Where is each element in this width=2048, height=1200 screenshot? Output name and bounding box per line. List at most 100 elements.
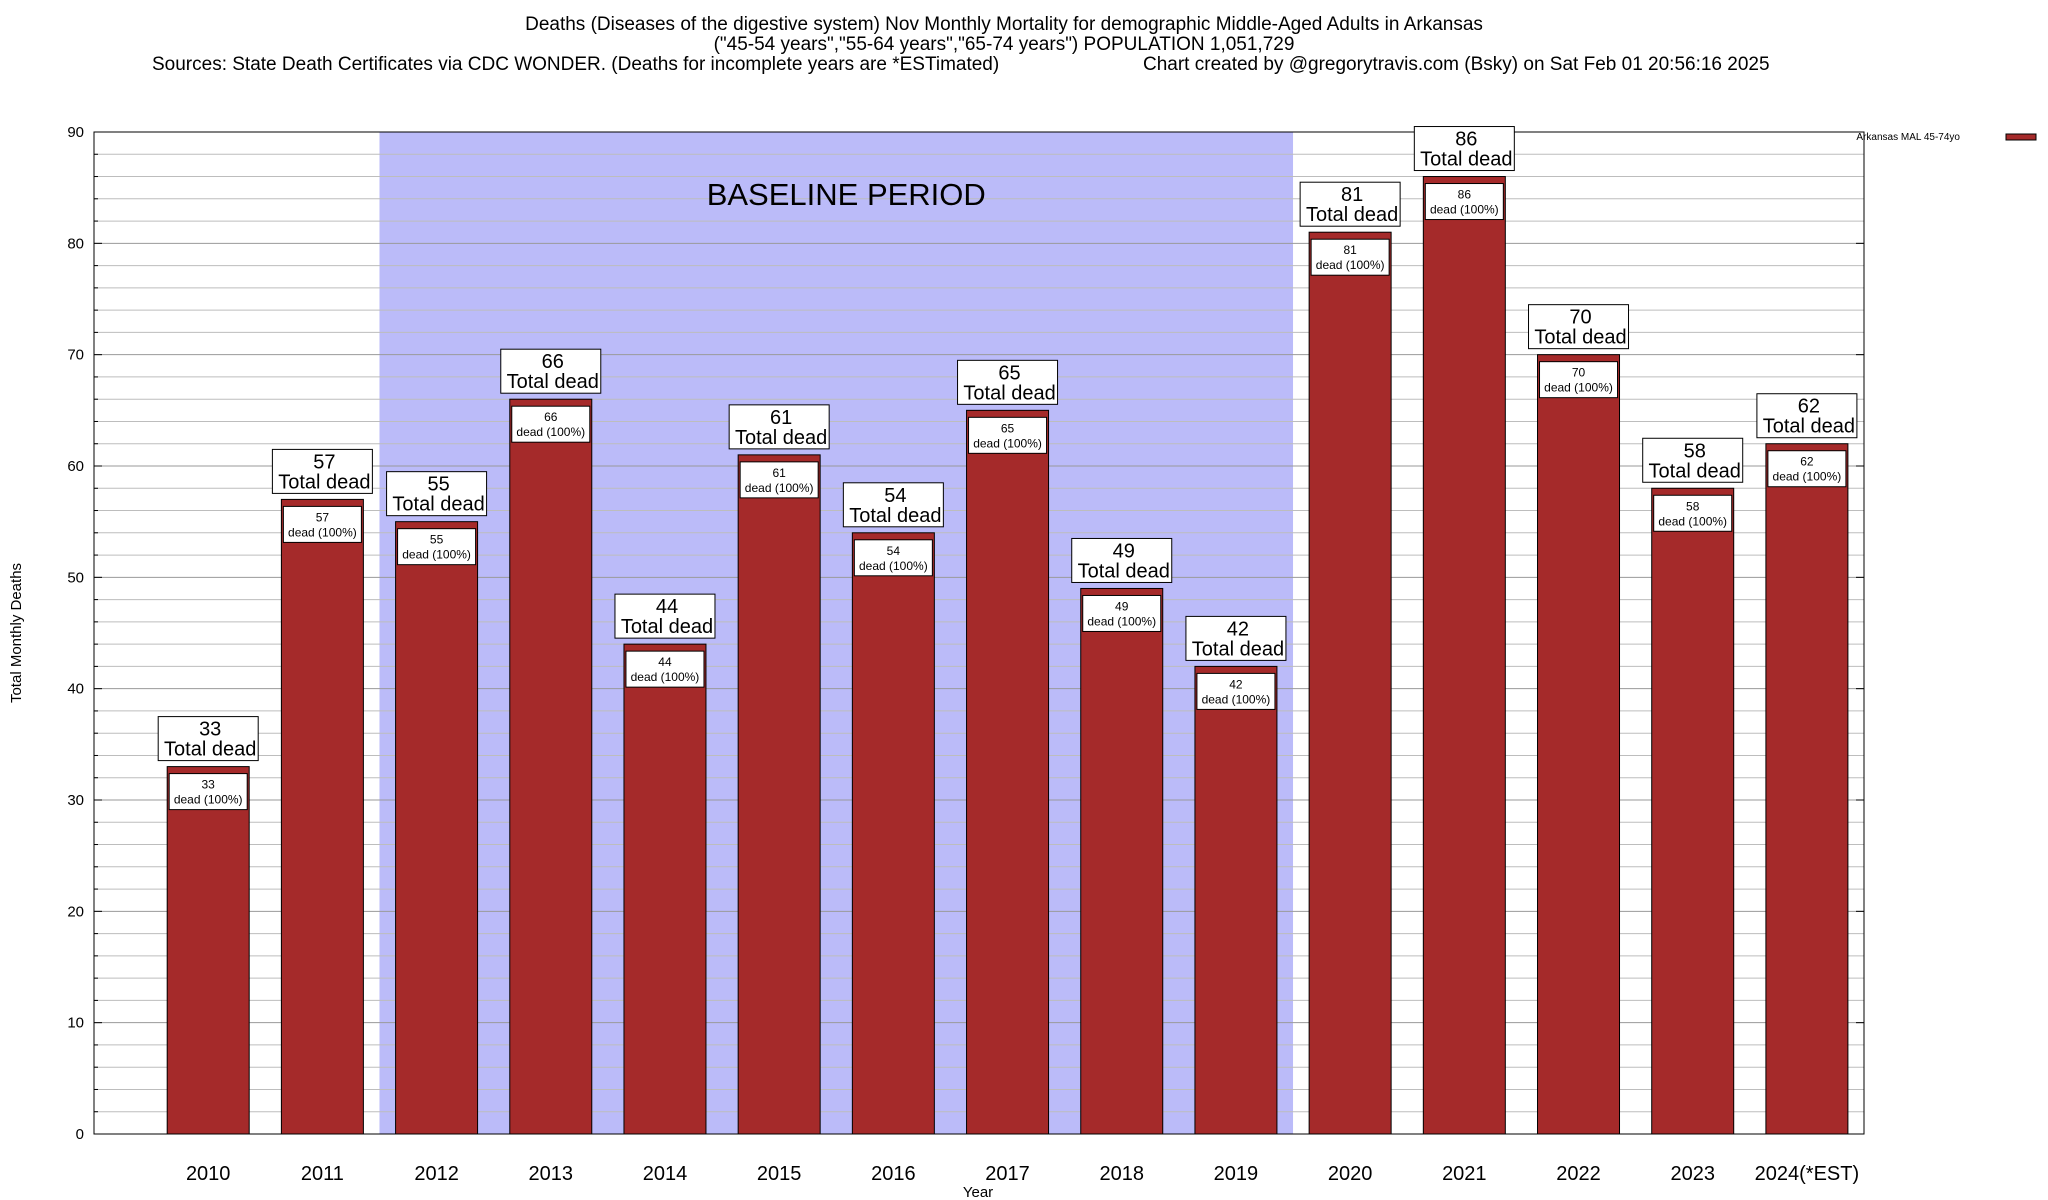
bar-top-label: Total dead bbox=[621, 616, 713, 638]
bar-top-label-box bbox=[957, 359, 1059, 405]
bar bbox=[851, 532, 935, 1135]
bar-top-value: 66 bbox=[542, 351, 564, 373]
bar-inner-label: dead (100%) bbox=[1087, 614, 1156, 628]
bar-top-label: Total dead bbox=[735, 427, 827, 449]
bar-top-value: 42 bbox=[1227, 618, 1249, 640]
bar-top-label: Total dead bbox=[1649, 460, 1741, 482]
bar bbox=[395, 521, 479, 1135]
bar-inner-value: 42 bbox=[1229, 677, 1243, 691]
baseline-period-label: BASELINE PERIOD bbox=[707, 177, 986, 212]
bar-top-value: 54 bbox=[884, 485, 906, 507]
bar-inner-label-box bbox=[1539, 361, 1619, 399]
y-tick-label: 90 bbox=[67, 124, 84, 141]
y-axis-label: Total Monthly Deaths bbox=[8, 563, 25, 703]
bar-top-label-box bbox=[842, 482, 944, 528]
bar bbox=[1651, 487, 1735, 1135]
bar-top-value: 33 bbox=[199, 719, 221, 741]
bar-inner-label: dead (100%) bbox=[745, 481, 814, 495]
x-axis-label: Year bbox=[963, 1184, 993, 1200]
x-tick-label: 2015 bbox=[757, 1163, 802, 1185]
x-tick-label: 2010 bbox=[186, 1163, 231, 1185]
bar-top-value: 44 bbox=[656, 596, 678, 618]
chart-credit: Chart created by @gregorytravis.com (Bsk… bbox=[1143, 54, 1770, 75]
x-tick-label: 2021 bbox=[1442, 1163, 1487, 1185]
x-tick-label: 2012 bbox=[414, 1163, 459, 1185]
bar-inner-label: dead (100%) bbox=[288, 525, 357, 539]
bar-inner-value: 70 bbox=[1572, 366, 1586, 380]
bar-top-value: 55 bbox=[427, 474, 449, 496]
bar-top-label-box bbox=[1071, 537, 1173, 583]
bar-inner-label: dead (100%) bbox=[1544, 381, 1613, 395]
y-tick-label: 20 bbox=[67, 903, 84, 920]
y-tick-label: 40 bbox=[67, 681, 84, 698]
x-tick-label: 2024(*EST) bbox=[1755, 1163, 1860, 1185]
bar-top-label: Total dead bbox=[1420, 149, 1512, 171]
bar-inner-value: 58 bbox=[1686, 499, 1700, 513]
bar-top-label: Total dead bbox=[1534, 327, 1626, 349]
x-tick-label: 2020 bbox=[1328, 1163, 1373, 1185]
bar-inner-label: dead (100%) bbox=[631, 670, 700, 684]
bar bbox=[1765, 443, 1849, 1135]
y-tick-label: 0 bbox=[76, 1126, 84, 1143]
bar-inner-label-box bbox=[397, 528, 477, 566]
bar-inner-label: dead (100%) bbox=[859, 559, 928, 573]
bar-inner-label-box bbox=[282, 505, 362, 543]
y-tick-label: 60 bbox=[67, 458, 84, 475]
bar-inner-label-box bbox=[625, 650, 705, 688]
bar bbox=[166, 766, 250, 1135]
bar-inner-label-box bbox=[1310, 238, 1390, 276]
bar-inner-label-box bbox=[1196, 672, 1276, 710]
bar-inner-value: 33 bbox=[202, 778, 216, 792]
bar-top-label-box bbox=[1185, 615, 1287, 661]
bar-top-label: Total dead bbox=[278, 471, 370, 493]
x-tick-label: 2016 bbox=[871, 1163, 916, 1185]
bar-top-label-box bbox=[1756, 393, 1858, 439]
x-tick-label: 2022 bbox=[1556, 1163, 1601, 1185]
bar-inner-label: dead (100%) bbox=[1773, 470, 1842, 484]
bar-top-label: Total dead bbox=[392, 494, 484, 516]
bar-inner-label: dead (100%) bbox=[516, 425, 585, 439]
bar-inner-label: dead (100%) bbox=[1430, 203, 1499, 217]
bar-top-label: Total dead bbox=[507, 371, 599, 393]
bar-top-label: Total dead bbox=[849, 505, 941, 527]
bar bbox=[280, 498, 364, 1135]
bar-top-value: 65 bbox=[998, 362, 1020, 384]
chart-title-line2: ("45-54 years","55-64 years","65-74 year… bbox=[713, 34, 1295, 55]
bar-inner-value: 65 bbox=[1001, 421, 1015, 435]
bar-top-label-box bbox=[614, 593, 716, 639]
bar-top-label-box bbox=[1528, 304, 1630, 350]
bar-inner-label-box bbox=[853, 539, 933, 577]
bar-top-label-box bbox=[1413, 126, 1515, 172]
bar-inner-label-box bbox=[968, 416, 1048, 454]
x-tick-label: 2017 bbox=[985, 1163, 1030, 1185]
bar-top-label: Total dead bbox=[1763, 416, 1855, 438]
bar-inner-value: 86 bbox=[1458, 188, 1472, 202]
bar bbox=[509, 398, 593, 1135]
bar-inner-value: 44 bbox=[658, 655, 672, 669]
y-tick-label: 70 bbox=[67, 347, 84, 364]
bar-top-label-box bbox=[157, 716, 259, 762]
bar-top-value: 49 bbox=[1113, 540, 1135, 562]
bar-top-label-box bbox=[728, 404, 830, 450]
y-tick-label: 80 bbox=[67, 235, 84, 252]
bar-inner-label: dead (100%) bbox=[402, 548, 471, 562]
y-tick-label: 10 bbox=[67, 1015, 84, 1032]
x-tick-label: 2014 bbox=[643, 1163, 688, 1185]
bar-inner-label: dead (100%) bbox=[973, 436, 1042, 450]
chart-sources: Sources: State Death Certificates via CD… bbox=[152, 54, 1000, 75]
bar-top-value: 58 bbox=[1684, 440, 1706, 462]
bar-inner-value: 55 bbox=[430, 533, 444, 547]
bar-inner-value: 81 bbox=[1343, 243, 1357, 257]
bar bbox=[1308, 231, 1392, 1135]
bar bbox=[623, 643, 707, 1135]
bar bbox=[966, 409, 1050, 1135]
bar-inner-value: 62 bbox=[1800, 455, 1814, 469]
bar-top-label-box bbox=[1642, 437, 1744, 483]
bar-top-value: 81 bbox=[1341, 184, 1363, 206]
bar bbox=[737, 454, 821, 1135]
bar-top-label: Total dead bbox=[164, 739, 256, 761]
x-tick-label: 2013 bbox=[529, 1163, 574, 1185]
x-tick-label: 2019 bbox=[1214, 1163, 1259, 1185]
bar-inner-label-box bbox=[1082, 594, 1162, 632]
bar-inner-label-box bbox=[739, 461, 819, 499]
